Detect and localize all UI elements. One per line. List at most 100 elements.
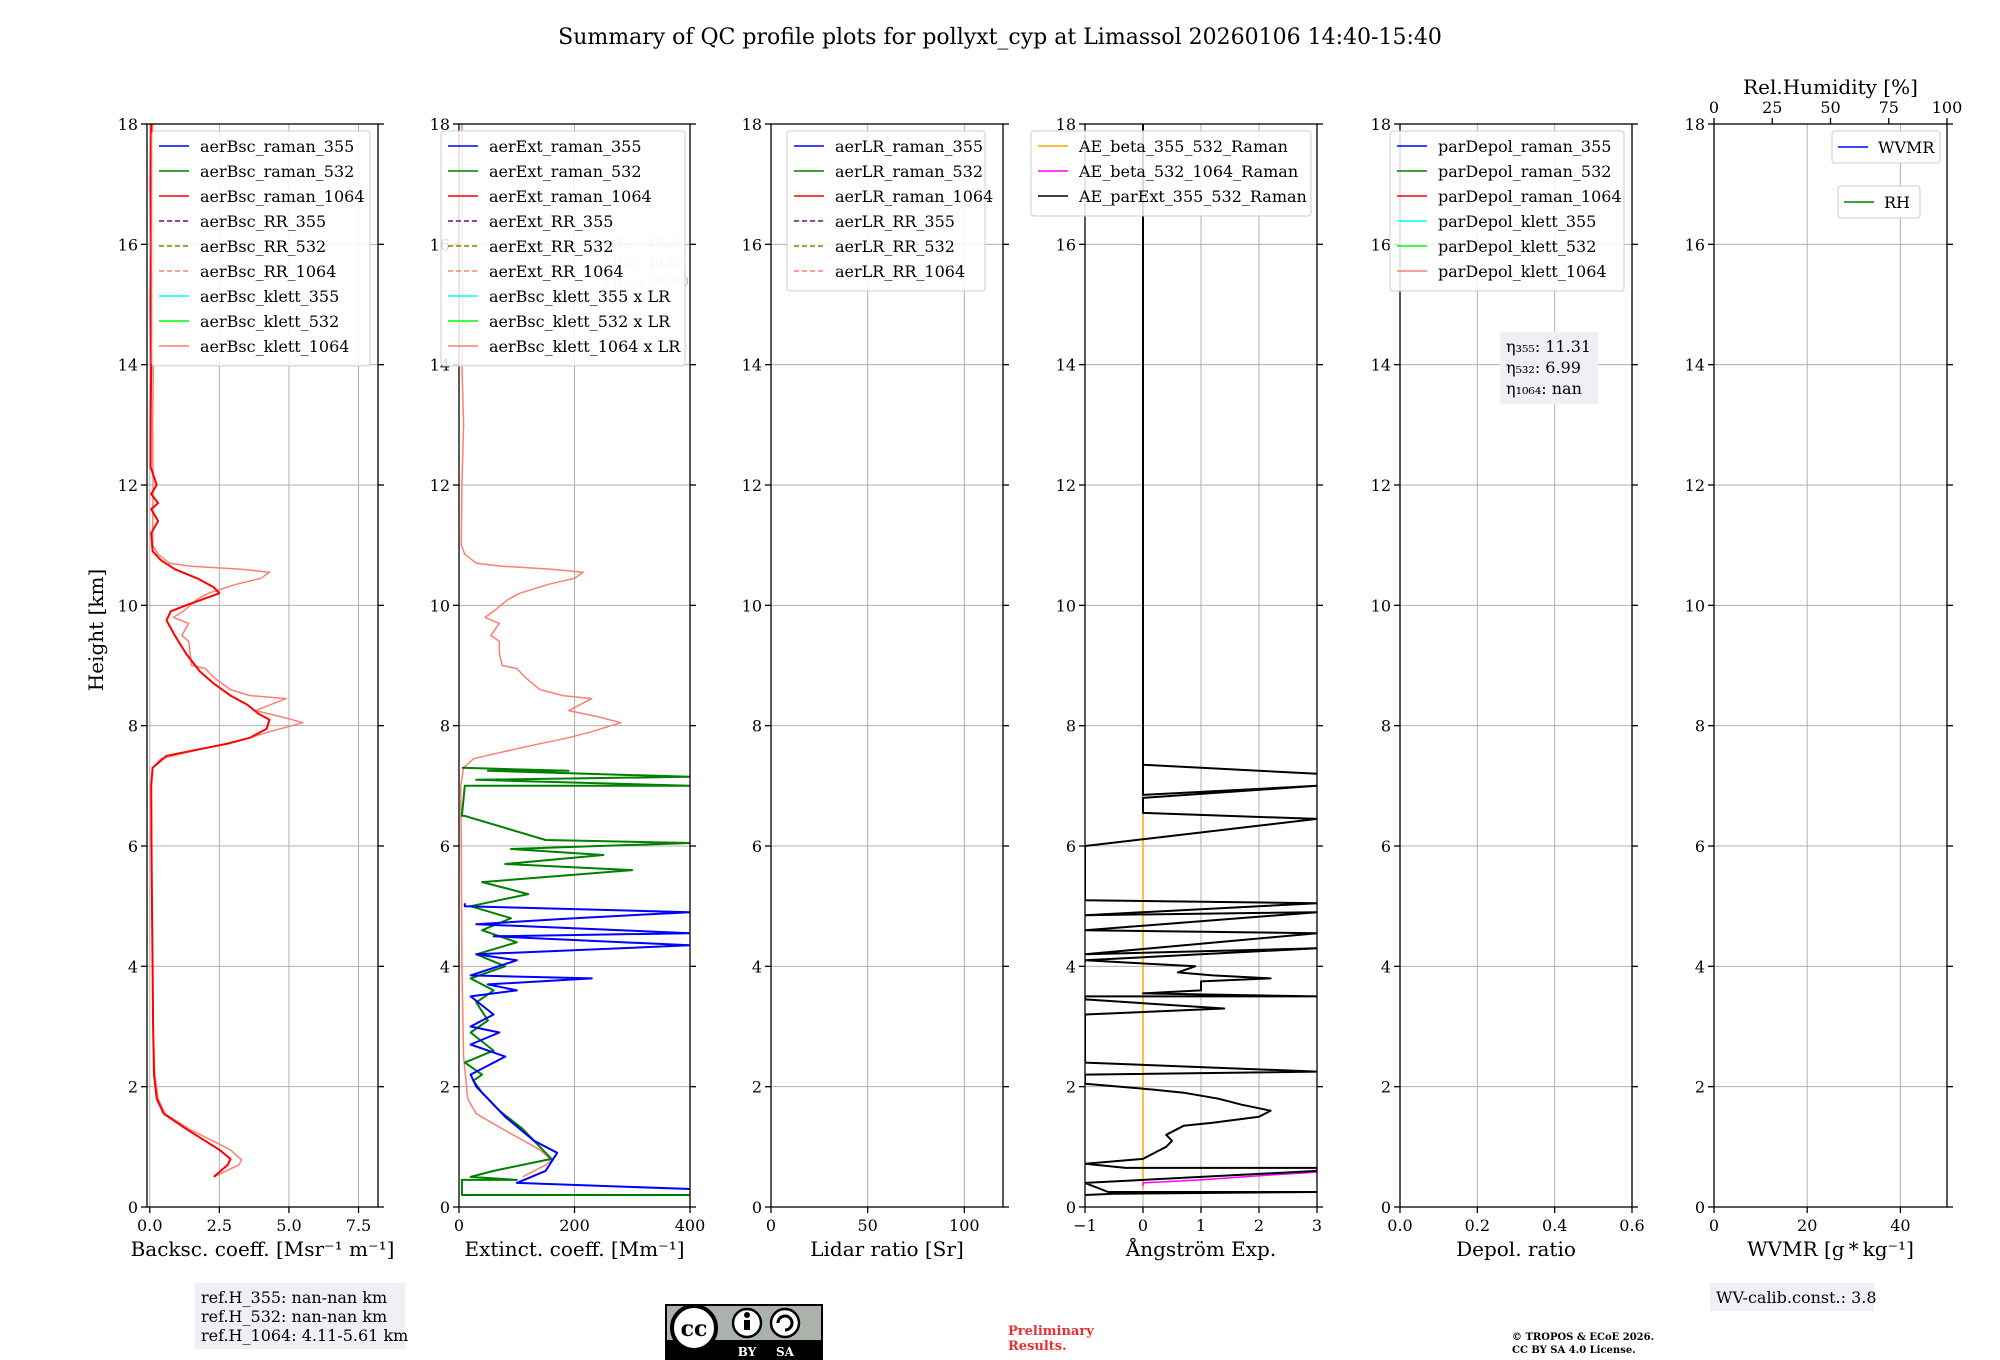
- top-xtick-label: 75: [1879, 98, 1899, 117]
- x-axis-label-bsc: Backsc. coeff. [Msr⁻¹ m⁻¹]: [131, 1237, 395, 1261]
- top-xtick-label: 0: [1709, 98, 1719, 117]
- ytick-label: 10: [430, 596, 450, 615]
- series-AE_parExt_355_532_Raman: [1085, 124, 1317, 1196]
- legend-label: aerBsc_raman_355: [200, 137, 354, 156]
- ytick-label: 14: [118, 356, 138, 375]
- legend-label: parDepol_klett_1064: [1438, 262, 1607, 281]
- legend-label: aerBsc_klett_1064: [200, 337, 349, 356]
- xtick-label: 0: [454, 1216, 464, 1235]
- cc-icon: [670, 1304, 718, 1352]
- legend-depol: parDepol_raman_355 parDepol_raman_532 parD…: [1389, 130, 1625, 292]
- cc-license-badge: cc BY SA: [665, 1304, 823, 1360]
- xtick-label: 40: [1890, 1216, 1910, 1235]
- ytick-label: 16: [118, 235, 138, 254]
- ytick-label: 2: [440, 1078, 450, 1097]
- eta-label: η₃₅₅: 11.31: [1506, 337, 1591, 356]
- xtick-label: 0: [766, 1216, 776, 1235]
- ref-height-box-bg: [195, 1283, 405, 1349]
- series-aerBsc_raman_1064: [149, 124, 271, 1178]
- ref-height-532: ref.H_532: nan-nan km: [201, 1307, 387, 1326]
- ytick-label: 18: [742, 115, 762, 134]
- legend-ae: AE_beta_355_532_Raman AE_beta_532_1064_Ra…: [1030, 130, 1312, 217]
- ytick-label: 8: [1066, 717, 1076, 736]
- ytick-label: 0: [128, 1198, 138, 1217]
- legend-label: aerBsc_klett_532: [200, 312, 339, 331]
- x-axis-label-lr: Lidar ratio [Sr]: [810, 1237, 964, 1261]
- legend-label: aerBsc_klett_532 x LR: [489, 312, 671, 331]
- legend-label: aerLR_raman_355: [835, 137, 983, 156]
- sa-share-alike-icon: [769, 1307, 801, 1339]
- legend-wvmr: WVMR: [1831, 130, 1941, 164]
- ytick-label: 6: [1381, 837, 1391, 856]
- ytick-label: 0: [1695, 1198, 1705, 1217]
- legend-label: aerExt_RR_355: [489, 212, 613, 231]
- legend-frame: [1030, 130, 1312, 217]
- by-person-body: [744, 1320, 750, 1330]
- ytick-label: 16: [742, 235, 762, 254]
- ytick-label: 12: [742, 476, 762, 495]
- ytick-label: 0: [440, 1198, 450, 1217]
- ytick-label: 10: [1685, 596, 1705, 615]
- copyright-line2: CC BY SA 4.0 License.: [1512, 1345, 1636, 1356]
- legend-frame: [786, 130, 986, 292]
- ytick-label: 8: [1381, 717, 1391, 736]
- ytick-label: 14: [742, 356, 762, 375]
- ytick-label: 4: [1695, 957, 1705, 976]
- series-aerExt_raman_532: [460, 766, 690, 1196]
- ytick-label: 6: [128, 837, 138, 856]
- ytick-label: 10: [118, 596, 138, 615]
- ytick-label: 6: [1066, 837, 1076, 856]
- copyright-line1: © TROPOS & ECoE 2026.: [1512, 1332, 1654, 1343]
- xtick-label: 5.0: [276, 1216, 301, 1235]
- ytick-label: 8: [752, 717, 762, 736]
- wv-calib-text: WV-calib.const.: 3.8: [1716, 1288, 1877, 1307]
- ytick-label: 0: [1381, 1198, 1391, 1217]
- legend-frame: [440, 130, 686, 367]
- ytick-label: 14: [1056, 356, 1076, 375]
- ytick-label: 4: [440, 957, 450, 976]
- legend-label: parDepol_klett_532: [1438, 237, 1596, 256]
- axes-frame: [1399, 123, 1633, 1208]
- xtick-label: 7.5: [346, 1216, 371, 1235]
- eta-label: η₅₃₂: 6.99: [1506, 358, 1581, 377]
- ytick-label: 10: [1371, 596, 1391, 615]
- ref-height-box: ref.H_355: nan-nan km ref.H_532: nan-nan…: [195, 1283, 408, 1349]
- series-aerExt_raman_355: [463, 903, 690, 1190]
- preliminary-label-line2: Results.: [1008, 1339, 1067, 1354]
- ytick-label: 2: [752, 1078, 762, 1097]
- sa-label: SA: [776, 1345, 795, 1359]
- legend-label: AE_beta_355_532_Raman: [1078, 137, 1288, 156]
- sa-arrow: [776, 1314, 794, 1332]
- wv-calib-box: WV-calib.const.: 3.8: [1710, 1283, 1877, 1311]
- ytick-label: 12: [118, 476, 138, 495]
- legend-label: aerLR_raman_532: [835, 162, 983, 181]
- series-aerBsc_klett_1064 x LR: [459, 124, 622, 1178]
- panel-lr: 0 50 100 0 2 4 6 8 10 12 14 16 18 Lidar ratio [Sr] aer…: [742, 115, 1009, 1261]
- ref-height-1064: ref.H_1064: 4.11-5.61 km: [201, 1326, 408, 1345]
- xtick-label: 200: [559, 1216, 590, 1235]
- ytick-label: 8: [1695, 717, 1705, 736]
- ytick-label: 2: [1066, 1078, 1076, 1097]
- legend-label: aerLR_raman_1064: [835, 187, 993, 206]
- xtick-label: 0.2: [1465, 1216, 1490, 1235]
- legend-label: RH: [1884, 193, 1910, 212]
- legend-label: aerLR_RR_1064: [835, 262, 965, 281]
- axes-frame: [1713, 123, 1948, 1208]
- legend-label: aerBsc_klett_355 x LR: [489, 287, 671, 306]
- legend-frame: [1389, 130, 1625, 292]
- legend-label: aerExt_raman_1064: [489, 187, 652, 206]
- legend-label: AE_parExt_355_532_Raman: [1078, 187, 1307, 206]
- xtick-label: 50: [857, 1216, 877, 1235]
- ytick-label: 16: [1371, 235, 1391, 254]
- ytick-label: 4: [1066, 957, 1076, 976]
- ytick-label: 6: [1695, 837, 1705, 856]
- by-label: BY: [738, 1345, 757, 1359]
- legend-label: aerLR_RR_532: [835, 237, 955, 256]
- x-axis-label-ae: Ångström Exp.: [1125, 1236, 1276, 1261]
- ytick-label: 4: [752, 957, 762, 976]
- xtick-label: 0.0: [1387, 1216, 1412, 1235]
